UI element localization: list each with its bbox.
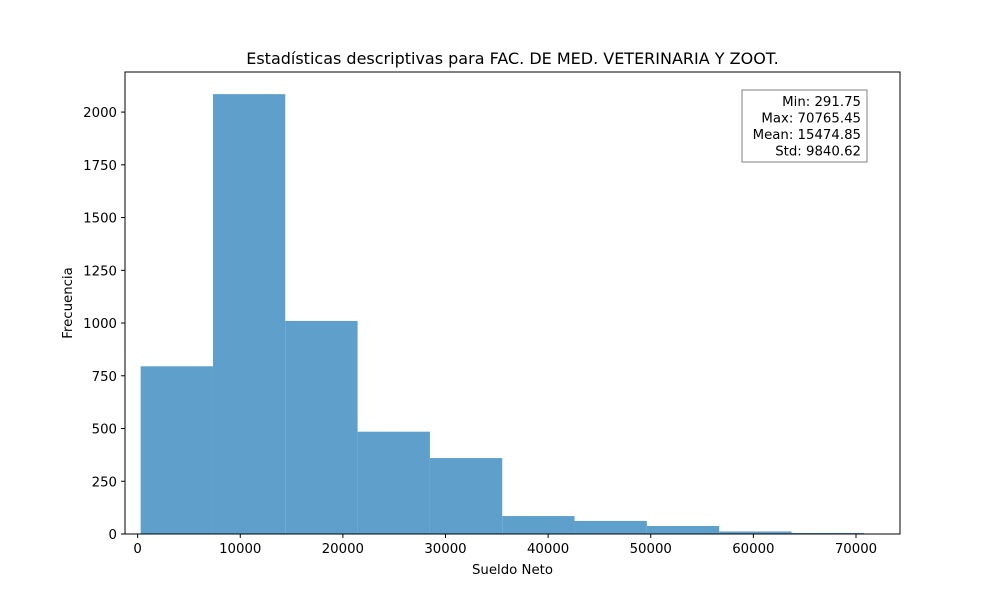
y-tick-label: 1750 bbox=[83, 159, 117, 174]
y-tick-label: 1500 bbox=[83, 212, 117, 227]
x-tick-label: 50000 bbox=[630, 542, 672, 557]
x-tick-label: 70000 bbox=[835, 542, 877, 557]
y-axis: 0 250 500 750 1000 1250 1500 1750 2000 bbox=[83, 106, 125, 543]
histogram-bar-1 bbox=[140, 366, 213, 534]
x-tick-label: 10000 bbox=[219, 542, 261, 557]
stats-line: Mean: 15474.85 bbox=[753, 128, 861, 143]
y-tick-label: 1250 bbox=[83, 264, 117, 279]
histogram-bar-6 bbox=[502, 516, 575, 534]
chart-title: Estadísticas descriptivas para FAC. DE M… bbox=[246, 49, 779, 68]
y-axis-label: Frecuencia bbox=[61, 267, 76, 339]
histogram-bar-7 bbox=[574, 520, 647, 534]
x-tick-label: 60000 bbox=[732, 542, 774, 557]
x-tick-label: 20000 bbox=[322, 542, 364, 557]
stats-line: Max: 70765.45 bbox=[761, 112, 861, 127]
stats-box-frame bbox=[741, 89, 868, 163]
x-tick-label: 30000 bbox=[424, 542, 466, 557]
x-axis: 0 10000 20000 30000 40000 50000 60000 70000 bbox=[133, 534, 877, 557]
histogram-bar-9 bbox=[719, 531, 792, 534]
y-tick-label: 0 bbox=[109, 528, 117, 543]
x-tick-label: 0 bbox=[133, 542, 141, 557]
stats-line: Min: 291.75 bbox=[782, 95, 861, 110]
histogram-bar-8 bbox=[646, 525, 720, 534]
y-tick-label: 1000 bbox=[83, 317, 117, 332]
histogram-bar-10 bbox=[791, 532, 864, 534]
plot-frame bbox=[124, 71, 901, 535]
histogram-bar-3 bbox=[285, 320, 358, 534]
y-tick-label: 750 bbox=[92, 370, 117, 385]
histogram-bar-2 bbox=[212, 94, 286, 534]
stats-line: Std: 9840.62 bbox=[775, 145, 861, 160]
histogram-bar-5 bbox=[429, 458, 503, 534]
y-tick-label: 2000 bbox=[83, 106, 117, 121]
bars-layer bbox=[140, 94, 864, 534]
y-tick-label: 250 bbox=[92, 475, 117, 490]
y-tick-label: 500 bbox=[92, 423, 117, 438]
x-tick-label: 40000 bbox=[527, 542, 569, 557]
histogram-bar-4 bbox=[357, 431, 430, 534]
x-axis-label: Sueldo Neto bbox=[472, 563, 553, 578]
